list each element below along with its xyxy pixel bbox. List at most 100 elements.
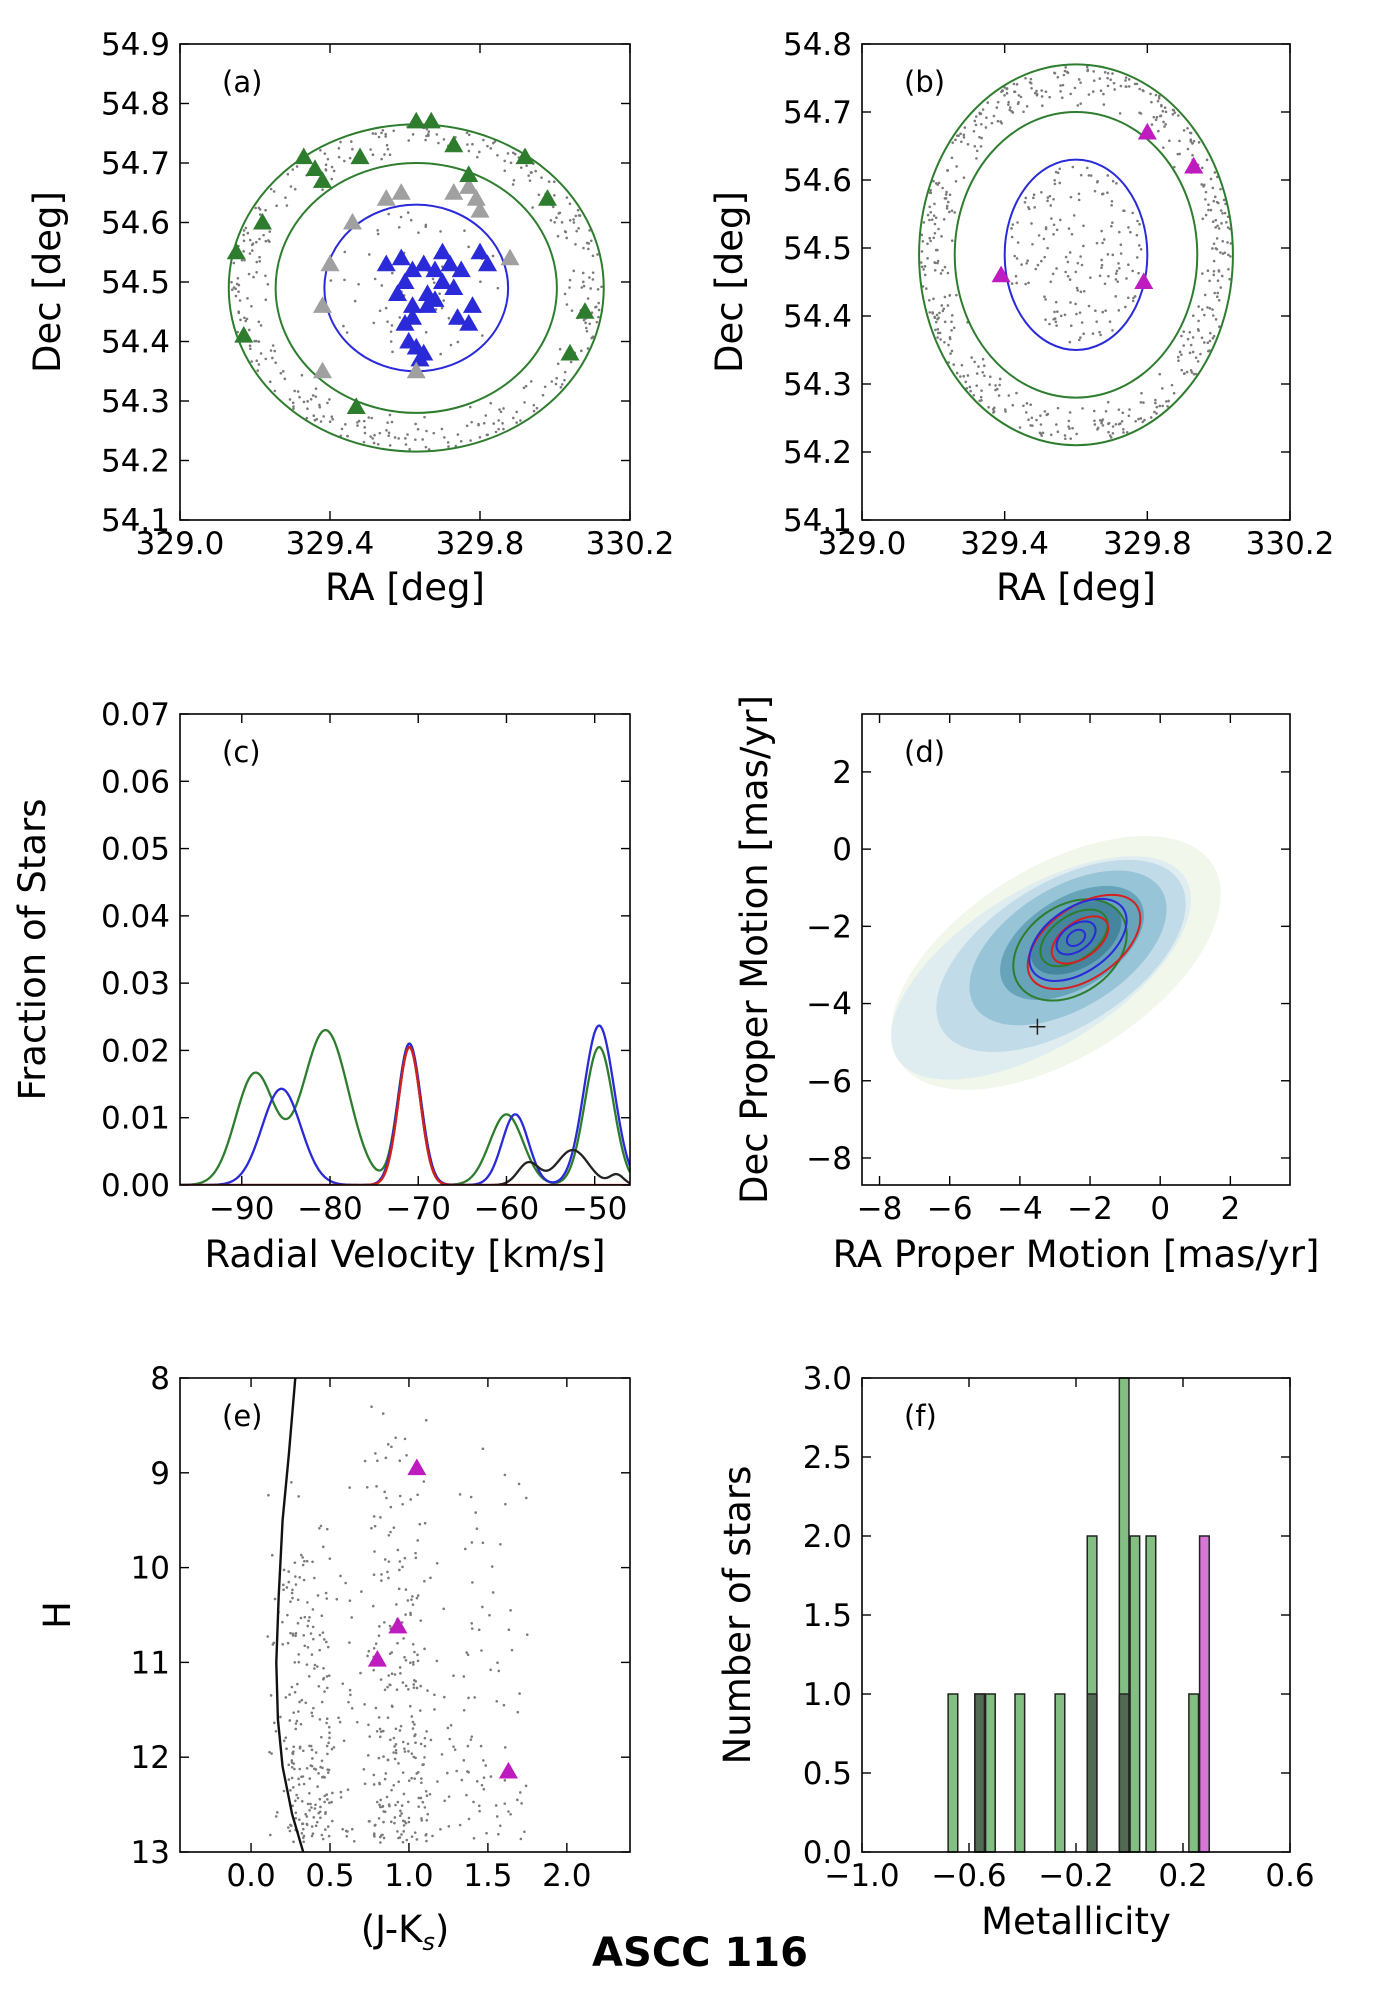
star-dot [1048, 95, 1051, 99]
star-dot [300, 1775, 303, 1779]
star-dot [1016, 221, 1019, 224]
star-dot [295, 1719, 299, 1723]
star-dot [929, 239, 932, 243]
star-dot [378, 1625, 381, 1628]
star-dot [496, 286, 500, 290]
star-dot [466, 1653, 470, 1657]
density-contour-member-2 [1028, 897, 1128, 982]
star-dot [291, 1634, 295, 1637]
star-dot [1053, 182, 1057, 186]
star-dot [934, 248, 938, 252]
star-dot [1213, 291, 1217, 295]
star-dot [398, 1568, 401, 1572]
star-dot [356, 421, 359, 424]
star-dot [393, 1821, 396, 1825]
star-dot [412, 1683, 416, 1686]
field-marker [537, 189, 558, 206]
star-dot [424, 1833, 427, 1837]
star-dot [249, 347, 252, 351]
star-dot [386, 1443, 390, 1446]
star-dot [276, 1811, 279, 1814]
star-dot [1032, 196, 1035, 200]
star-dot [348, 1641, 351, 1644]
star-dot [371, 437, 374, 440]
star-dot [1213, 195, 1217, 199]
panel-a-ytick-label: 54.1 [101, 503, 170, 539]
star-dot [481, 1447, 485, 1451]
star-dot [397, 1762, 400, 1765]
star-dot [1119, 243, 1123, 246]
star-dot [425, 1819, 429, 1822]
star-dot [932, 297, 935, 301]
star-dot [1048, 322, 1051, 326]
star-dot [376, 229, 379, 232]
star-dot [1186, 147, 1190, 151]
star-dot [1215, 247, 1219, 251]
star-dot [401, 1771, 405, 1774]
panel-c-ytick-label: 0.06 [101, 764, 170, 800]
figure-title: ASCC 116 [592, 1930, 808, 1976]
star-dot [472, 1836, 476, 1840]
star-dot [322, 1638, 326, 1641]
star-dot [403, 1655, 406, 1659]
star-dot [317, 1772, 320, 1775]
star-dot [1211, 186, 1215, 190]
star-dot [290, 1685, 294, 1689]
star-dot [237, 290, 240, 293]
star-dot [507, 1628, 511, 1632]
star-dot [1082, 289, 1086, 293]
star-dot [376, 232, 380, 236]
star-dot [1157, 97, 1161, 100]
star-dot [423, 1647, 426, 1651]
star-dot [415, 1838, 419, 1841]
star-dot [403, 1556, 407, 1560]
star-dot [310, 1764, 314, 1768]
star-dot [397, 225, 401, 229]
star-dot [425, 127, 429, 131]
panel-d-ytick-label: 2 [832, 755, 852, 791]
star-dot [1040, 259, 1043, 263]
star-dot [269, 187, 273, 191]
star-dot [586, 297, 590, 300]
star-dot [950, 329, 953, 332]
targets-marker [498, 1761, 518, 1779]
star-dot [363, 1459, 367, 1463]
star-dot [246, 297, 249, 300]
star-dot [995, 106, 999, 109]
star-dot [377, 135, 381, 139]
members-marker [459, 314, 479, 331]
star-dot [448, 1737, 451, 1741]
field-marker [406, 111, 426, 129]
star-dot [1223, 211, 1227, 215]
star-dot [1059, 90, 1062, 93]
star-dot [585, 326, 588, 330]
star-dot [289, 185, 293, 188]
star-dot [350, 1827, 354, 1831]
star-dot [465, 1651, 468, 1654]
star-dot [286, 1613, 289, 1617]
star-dot [1182, 330, 1186, 333]
star-dot [330, 165, 334, 169]
star-dot [511, 183, 515, 186]
star-dot [1028, 81, 1032, 84]
star-dot [588, 276, 591, 279]
star-dot [1220, 222, 1223, 225]
star-dot [1167, 399, 1170, 403]
star-dot [1207, 208, 1210, 212]
star-dot [308, 1809, 311, 1812]
star-dot [1206, 306, 1209, 309]
star-dot [1046, 196, 1050, 199]
star-dot [1197, 329, 1200, 332]
star-dot [385, 143, 389, 147]
star-dot [981, 108, 985, 111]
star-dot [473, 1696, 476, 1699]
panel-b-ylabel: Dec [deg] [708, 191, 751, 373]
star-dot [1205, 158, 1209, 162]
star-dot [1152, 115, 1156, 119]
star-dot [1114, 295, 1118, 298]
panel-f-ytick-label: 2.5 [803, 1440, 852, 1476]
star-dot [242, 239, 246, 243]
star-dot [1042, 237, 1046, 241]
density-contour-member-6 [1065, 928, 1087, 948]
star-dot [568, 202, 572, 206]
